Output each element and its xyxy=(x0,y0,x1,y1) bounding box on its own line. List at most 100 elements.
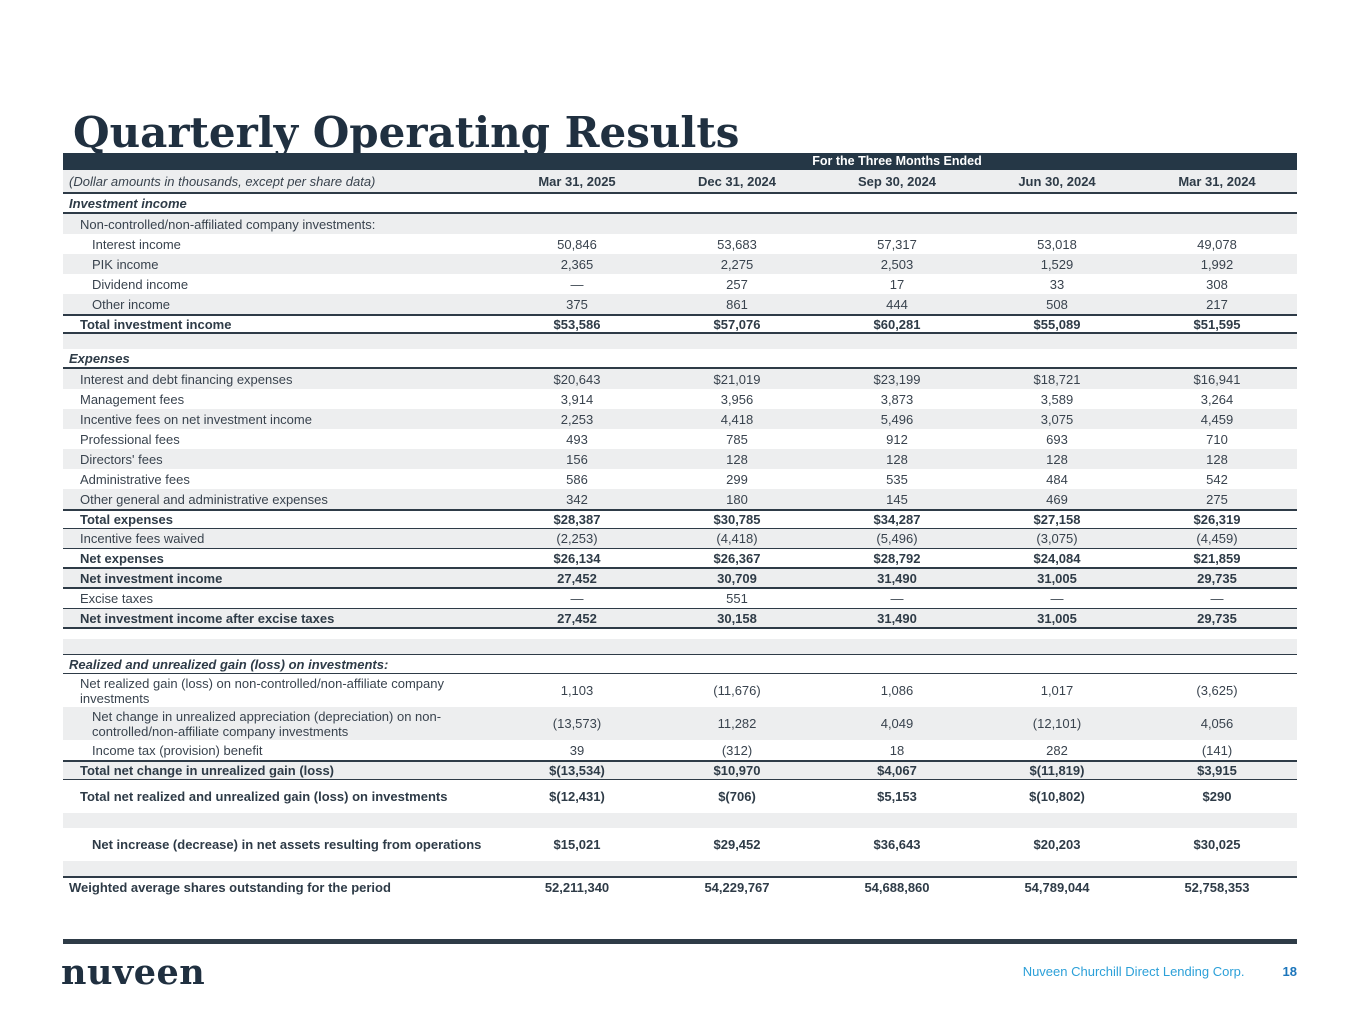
cell-value: 542 xyxy=(1206,471,1228,487)
dollar-amounts-note: (Dollar amounts in thousands, except per… xyxy=(69,173,376,189)
cell-value: 586 xyxy=(566,471,588,487)
row-label: Incentive fees waived xyxy=(80,531,205,546)
cell-value: 1,017 xyxy=(1040,683,1074,698)
row-label: Realized and unrealized gain (loss) on i… xyxy=(69,656,389,672)
table-row: Net expenses $26,134 $26,367 $28,792 $24,084… xyxy=(63,549,1297,569)
table-row: Realized and unrealized gain (loss) on i… xyxy=(63,654,1297,674)
cell-value: 912 xyxy=(886,431,908,447)
cell-value: — xyxy=(570,276,584,292)
table-row: Net investment income after excise taxes… xyxy=(63,609,1297,629)
cell-value: 861 xyxy=(726,296,748,312)
spacer-row xyxy=(63,813,1297,828)
table-row: Incentive fees waived (2,253) (4,418) (5,49… xyxy=(63,529,1297,549)
row-label: Total net realized and unrealized gain (… xyxy=(80,789,448,804)
cell-value: 710 xyxy=(1206,431,1228,447)
row-label: PIK income xyxy=(92,256,159,272)
row-label: Directors' fees xyxy=(80,451,163,467)
cell-value: 1,103 xyxy=(560,683,594,698)
cell-value: $4,067 xyxy=(877,763,917,778)
cell-value: (4,418) xyxy=(716,531,758,546)
row-label: Other general and administrative expense… xyxy=(80,491,328,507)
page-number: 18 xyxy=(1282,964,1297,979)
row-label: Total investment income xyxy=(80,316,232,332)
column-header: Mar 31, 2025 xyxy=(538,173,616,189)
table-row: Expenses xyxy=(63,349,1297,369)
row-label: Management fees xyxy=(80,391,185,407)
cell-value: $26,367 xyxy=(713,550,761,566)
table-row: Directors' fees 156 128 128 128 128 xyxy=(63,449,1297,469)
cell-value: 53,683 xyxy=(717,236,757,252)
cell-value: $27,158 xyxy=(1033,512,1081,527)
cell-value: $53,586 xyxy=(553,316,601,332)
cell-value: 53,018 xyxy=(1037,236,1077,252)
cell-value: 145 xyxy=(886,491,908,507)
cell-value: 50,846 xyxy=(557,236,597,252)
cell-value: (5,496) xyxy=(876,531,918,546)
table-row: Income tax (provision) benefit 39 (312) 18 2… xyxy=(63,740,1297,760)
cell-value: $60,281 xyxy=(873,316,921,332)
cell-value: 30,158 xyxy=(717,610,757,626)
banner-label: For the Three Months Ended xyxy=(812,154,982,169)
cell-value: (141) xyxy=(1201,742,1233,758)
cell-value: $16,941 xyxy=(1193,371,1241,387)
spacer-row xyxy=(63,861,1297,876)
table-row: Excise taxes — 551 — — — xyxy=(63,589,1297,609)
row-label: Net investment income after excise taxes xyxy=(80,610,335,626)
column-header: Jun 30, 2024 xyxy=(1018,173,1096,189)
row-label: Interest income xyxy=(92,236,181,252)
table-row: Total net realized and unrealized gain (… xyxy=(63,780,1297,813)
cell-value: 30,709 xyxy=(717,570,757,586)
row-label: Income tax (provision) benefit xyxy=(92,742,263,758)
row-label: Weighted average shares outstanding for … xyxy=(69,879,391,895)
cell-value: $(10,802) xyxy=(1029,789,1085,804)
cell-value: 11,282 xyxy=(717,716,757,731)
cell-value: 2,503 xyxy=(880,256,914,272)
table-header-row: (Dollar amounts in thousands, except per… xyxy=(63,170,1297,194)
spacer-row xyxy=(63,334,1297,349)
cell-value: 217 xyxy=(1206,296,1228,312)
cell-value: — xyxy=(890,591,904,606)
cell-value: 128 xyxy=(886,451,908,467)
cell-value: $5,153 xyxy=(877,789,917,804)
cell-value: $28,387 xyxy=(553,512,601,527)
cell-value: (12,101) xyxy=(1032,716,1082,731)
cell-value: 282 xyxy=(1046,742,1068,758)
cell-value: 551 xyxy=(726,591,748,606)
cell-value: 444 xyxy=(886,296,908,312)
cell-value: 18 xyxy=(889,742,905,758)
cell-value: 3,075 xyxy=(1040,411,1074,427)
cell-value: 180 xyxy=(726,491,748,507)
table-row: PIK income 2,365 2,275 2,503 1,529 1,992 xyxy=(63,254,1297,274)
quarterly-results-table: For the Three Months Ended (Dollar amoun… xyxy=(63,153,1297,896)
cell-value: 4,056 xyxy=(1200,716,1234,731)
cell-value: 57,317 xyxy=(877,236,917,252)
cell-value: 31,005 xyxy=(1037,610,1077,626)
column-header: Sep 30, 2024 xyxy=(857,173,937,189)
row-label: Net expenses xyxy=(80,550,164,566)
table-banner: For the Three Months Ended xyxy=(63,153,1297,170)
table-row: Incentive fees on net investment income 2… xyxy=(63,409,1297,429)
table-row: Total net change in unrealized gain (los… xyxy=(63,760,1297,780)
cell-value: $20,203 xyxy=(1033,837,1081,852)
cell-value: 3,264 xyxy=(1200,391,1234,407)
cell-value: 785 xyxy=(726,431,748,447)
cell-value: 469 xyxy=(1046,491,1068,507)
cell-value: 54,688,860 xyxy=(864,879,930,895)
cell-value: 33 xyxy=(1049,276,1065,292)
cell-value: 52,211,340 xyxy=(544,879,610,895)
row-label: Total net change in unrealized gain (los… xyxy=(80,763,335,778)
cell-value: 27,452 xyxy=(557,570,597,586)
table-row: Interest and debt financing expenses $20,… xyxy=(63,369,1297,389)
cell-value: $(13,534) xyxy=(549,763,605,778)
cell-value: 2,253 xyxy=(560,411,594,427)
table-row: Investment income xyxy=(63,194,1297,214)
cell-value: $24,084 xyxy=(1033,550,1081,566)
cell-value: $21,019 xyxy=(713,371,761,387)
cell-value: 5,496 xyxy=(880,411,914,427)
row-label: Non-controlled/non-affiliated company in… xyxy=(80,216,376,232)
table-row: Total investment income $53,586 $57,076 $60… xyxy=(63,314,1297,334)
row-label: Net increase (decrease) in net assets re… xyxy=(92,837,482,852)
cell-value: (4,459) xyxy=(1196,531,1238,546)
cell-value: 275 xyxy=(1206,491,1228,507)
cell-value: $55,089 xyxy=(1033,316,1081,332)
